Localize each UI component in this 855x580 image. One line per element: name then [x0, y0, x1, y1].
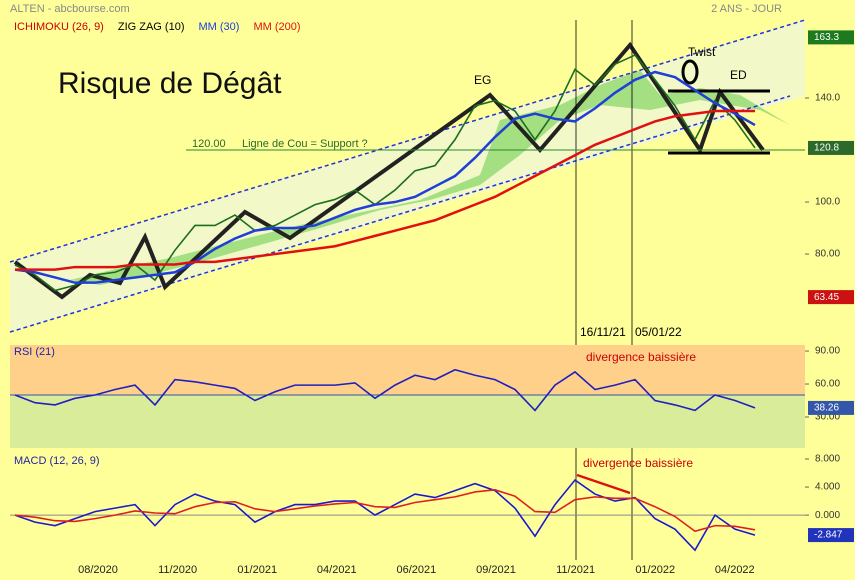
y-tick-label: 90.00 — [815, 346, 840, 357]
source: ALTEN - abcbourse.com — [10, 3, 130, 15]
y-tick-label: 80.00 — [815, 249, 840, 260]
overbought-zone — [10, 345, 805, 396]
oversold-zone — [10, 395, 805, 448]
annotation: Twist — [688, 45, 716, 59]
y-tick-label: 0.000 — [815, 510, 840, 521]
value-tag-label: 163.3 — [814, 32, 839, 43]
annotation: ED — [730, 68, 747, 82]
value-tag-label: 120.8 — [814, 143, 839, 154]
chart-title: Risque de Dégât — [58, 67, 282, 100]
plot-layer — [10, 54, 805, 552]
value-tag-label: 63.45 — [814, 292, 839, 303]
annotation: EG — [474, 73, 491, 87]
value-tag — [808, 528, 854, 543]
annotation: Ligne de Cou = Support ? — [242, 138, 368, 150]
y-tick-label: 60.00 — [815, 379, 840, 390]
series-line — [14, 368, 756, 412]
value-tag-label: 38.26 — [814, 403, 839, 414]
series-line — [14, 489, 756, 533]
series-line — [15, 109, 755, 271]
channel-upper — [9, 19, 806, 263]
y-tick-label: 8.000 — [815, 454, 840, 465]
x-tick-label: 04/2022 — [715, 564, 755, 576]
annotation: divergence baissière — [583, 456, 693, 470]
series-line — [14, 54, 756, 292]
x-tick-label: 11/2020 — [158, 564, 197, 576]
series-line — [14, 70, 756, 284]
legend-entry: MM (200) — [253, 21, 300, 33]
panel-title: MACD (12, 26, 9) — [14, 455, 100, 467]
y-tick-label: 4.000 — [815, 482, 840, 493]
panel-title: RSI (21) — [14, 346, 55, 358]
legend-entry: ZIG ZAG (10) — [118, 21, 185, 33]
value-tag-label: -2.847 — [814, 530, 843, 541]
divergence-line — [576, 473, 631, 495]
value-tag — [808, 400, 854, 415]
y-tick-label: 100.0 — [815, 197, 840, 208]
y-tick-label: 140.0 — [815, 93, 840, 104]
x-tick-label: 11/2021 — [556, 564, 595, 576]
x-tick-label: 08/2020 — [78, 564, 118, 576]
y-tick-label: 30.00 — [815, 412, 840, 423]
legend-entry: MM (30) — [198, 21, 239, 33]
value-tag — [808, 290, 854, 305]
annotation: divergence baissière — [586, 350, 696, 364]
period: 2 ANS - JOUR — [711, 3, 782, 15]
x-tick-label: 09/2021 — [476, 564, 516, 576]
x-tick-label: 01/2021 — [237, 564, 277, 576]
date-label: 16/11/21 — [580, 325, 626, 339]
twist-marker — [681, 59, 699, 85]
date-label: 05/01/22 — [635, 325, 682, 339]
x-tick-label: 06/2021 — [397, 564, 437, 576]
x-tick-label: 01/2022 — [635, 564, 675, 576]
value-tag — [808, 30, 854, 45]
legend-entry: ICHIMOKU (26, 9) — [14, 21, 104, 33]
zigzag — [13, 41, 765, 300]
channel-lower — [9, 95, 791, 333]
x-tick-label: 04/2021 — [317, 564, 357, 576]
value-tag — [808, 140, 854, 155]
annotation: 120.00 — [192, 138, 226, 150]
